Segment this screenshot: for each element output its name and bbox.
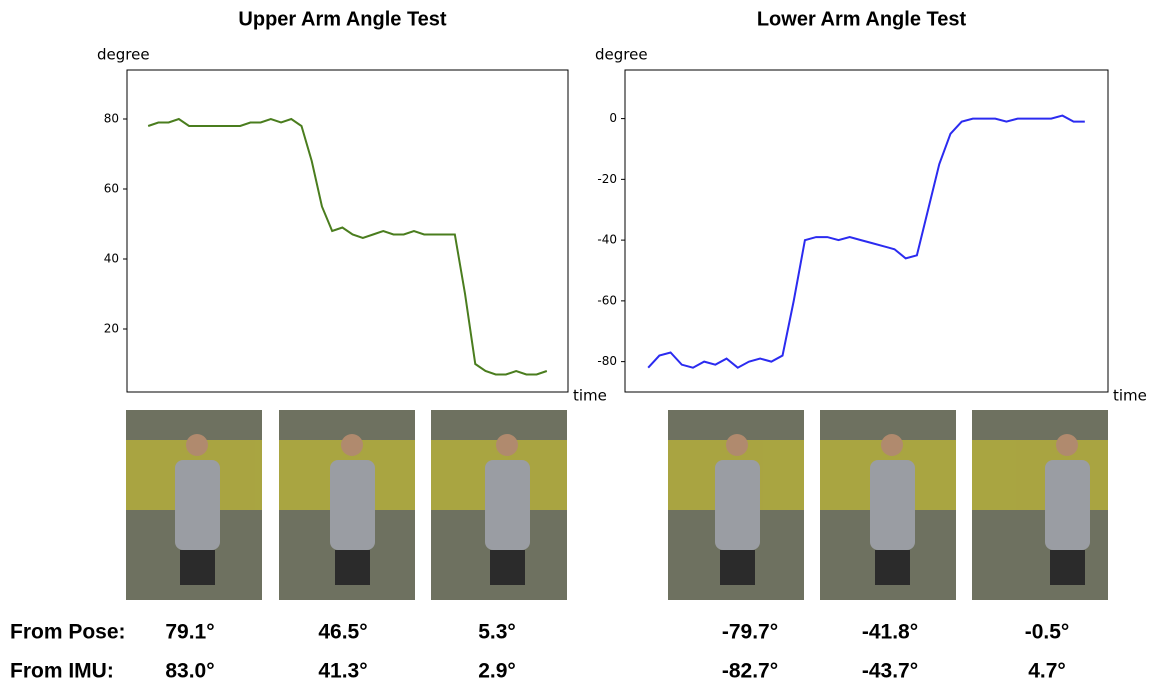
cell-value: 41.3° <box>318 660 367 683</box>
y-axis-label: degree <box>595 46 648 64</box>
y-tick-label: 20 <box>104 322 119 336</box>
y-tick-label: -40 <box>597 233 617 247</box>
y-tick-label: -20 <box>597 172 617 186</box>
cell-value: -41.8° <box>862 621 918 644</box>
y-tick-label: 60 <box>104 182 119 196</box>
y-tick-label: 0 <box>609 111 617 125</box>
y-axis-label: degree <box>97 46 150 64</box>
chart-title: Lower Arm Angle Test <box>757 8 967 30</box>
x-axis-label: time <box>573 387 607 405</box>
y-tick-label: -80 <box>597 354 617 368</box>
cell-value: 5.3° <box>478 621 516 644</box>
cell-value: -82.7° <box>722 660 778 683</box>
cell-value: 83.0° <box>165 660 214 683</box>
chart-title: Upper Arm Angle Test <box>238 8 447 30</box>
cell-value: -0.5° <box>1025 621 1070 644</box>
data-line <box>147 117 548 376</box>
data-line <box>647 114 1085 369</box>
plot-frame <box>624 69 1109 393</box>
photos <box>126 410 1108 600</box>
cell-value: -43.7° <box>862 660 918 683</box>
x-axis-label: time <box>1113 387 1147 405</box>
y-tick-label: 80 <box>104 112 119 126</box>
cell-value: 79.1° <box>165 621 214 644</box>
row-label: From IMU: <box>10 660 114 683</box>
row-label: From Pose: <box>10 621 126 644</box>
y-tick-label: -60 <box>597 293 617 307</box>
plot-frame <box>126 69 569 393</box>
cell-value: 2.9° <box>478 660 516 683</box>
cell-value: 46.5° <box>318 621 367 644</box>
cell-value: 4.7° <box>1028 660 1066 683</box>
cell-value: -79.7° <box>722 621 778 644</box>
y-tick-label: 40 <box>104 252 119 266</box>
